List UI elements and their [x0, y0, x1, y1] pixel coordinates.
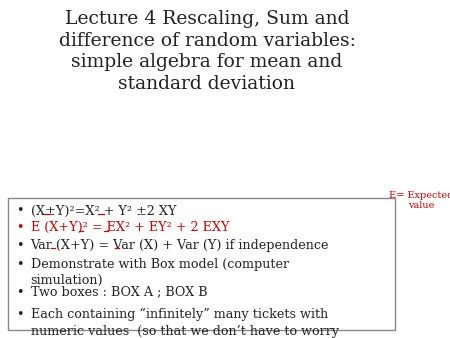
- Text: •: •: [16, 308, 23, 321]
- Text: Demonstrate with Box model (computer
simulation): Demonstrate with Box model (computer sim…: [31, 258, 289, 287]
- Text: Two boxes : BOX A ; BOX B: Two boxes : BOX A ; BOX B: [31, 286, 207, 298]
- Text: E (X+Y)² = EX² + EY² + 2 EXY: E (X+Y)² = EX² + EY² + 2 EXY: [31, 221, 229, 234]
- Text: (X±Y)²=X² + Y² ±2 XY: (X±Y)²=X² + Y² ±2 XY: [31, 204, 176, 217]
- Text: •: •: [16, 239, 23, 252]
- Text: E= Expected
value: E= Expected value: [388, 191, 450, 210]
- Text: Var (X+Y) = Var (X) + Var (Y) if independence: Var (X+Y) = Var (X) + Var (Y) if indepen…: [31, 239, 329, 252]
- Text: Each containing “infinitely” many tickets with
numeric values  (so that we don’t: Each containing “infinitely” many ticket…: [31, 308, 339, 338]
- Text: •: •: [16, 258, 23, 270]
- Text: •: •: [16, 286, 23, 298]
- Text: Lecture 4 Rescaling, Sum and
difference of random variables:
simple algebra for : Lecture 4 Rescaling, Sum and difference …: [58, 10, 356, 93]
- FancyBboxPatch shape: [8, 198, 395, 330]
- Text: •: •: [16, 204, 23, 217]
- Text: •: •: [16, 221, 23, 234]
